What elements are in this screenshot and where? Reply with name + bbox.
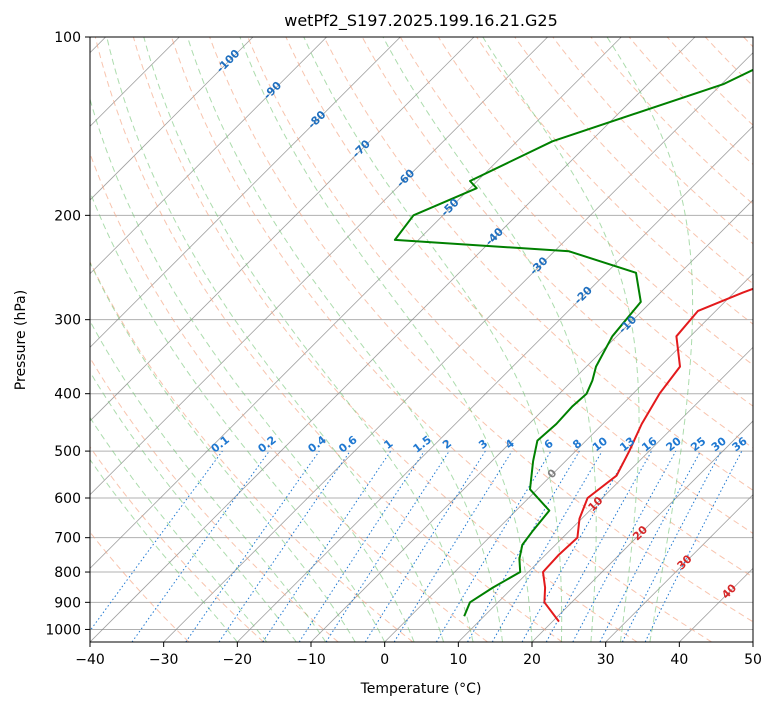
x-tick-label: 40 (670, 652, 688, 668)
moist-adiabat-line (90, 320, 327, 642)
moist-adiabat-line (90, 458, 238, 642)
mixing-ratio-line (467, 450, 580, 642)
dry-adiabat-line (628, 37, 753, 166)
moist-adiabat-line (90, 97, 415, 642)
chart-title: wetPf2_S197.2025.199.16.21.G25 (284, 11, 558, 31)
y-tick-label: 900 (54, 595, 81, 611)
x-tick-label: 30 (597, 652, 615, 668)
sounding-series (393, 68, 753, 623)
x-tick-label: −10 (296, 652, 326, 668)
dry-adiabat-line (323, 37, 753, 491)
y-axis-label: Pressure (hPa) (13, 290, 29, 390)
pressure-gridlines (90, 37, 753, 630)
x-tick-label: 10 (449, 652, 467, 668)
dry-adiabat-line (399, 37, 753, 407)
mixing-ratio-line (545, 450, 653, 642)
moist-adiabat-line (482, 37, 640, 642)
isotherm-line (90, 37, 401, 348)
dry-adiabat-line (209, 37, 753, 623)
isotherm-line (90, 37, 327, 275)
dry-adiabat-line (132, 37, 638, 642)
moist-adiabat-line (90, 261, 356, 642)
mixing-ratio-line (393, 450, 513, 642)
dry-adiabat-line (514, 37, 753, 285)
isotherm-line (605, 494, 753, 642)
isotherm-line (458, 346, 753, 642)
dry-adiabat-line (361, 37, 753, 449)
dry-adiabat-line (476, 37, 753, 325)
isotherm-lines (90, 37, 753, 642)
isotherm-line (384, 273, 753, 642)
dry-adiabat-line (247, 37, 753, 578)
mixing-ratio-line (491, 450, 603, 642)
moist-adiabat-line (187, 37, 503, 642)
isotherm-line (90, 37, 475, 422)
y-tick-label: 300 (54, 313, 81, 329)
y-tick-label: 600 (54, 491, 81, 507)
dry-adiabat-line (90, 260, 414, 642)
x-tick-label: 50 (744, 652, 762, 668)
dewpoint-line (393, 68, 753, 617)
x-tick-label: −20 (223, 652, 253, 668)
y-tick-label: 700 (54, 531, 81, 547)
y-tick-label: 1000 (45, 622, 81, 638)
moist-adiabat-line (143, 37, 474, 642)
isotherm-line (531, 420, 753, 642)
moist-adiabat-line (606, 37, 694, 642)
isotherm-line (90, 37, 622, 569)
dry-adiabat-lines (90, 37, 753, 642)
moist-adiabat-line (90, 190, 386, 642)
x-tick-label: −40 (75, 652, 105, 668)
isotherm-line (90, 37, 696, 642)
plot-area (90, 37, 753, 642)
x-tick-label: 20 (523, 652, 541, 668)
moist-adiabat-line (303, 37, 563, 642)
dry-adiabat-line (90, 446, 264, 642)
y-tick-label: 800 (54, 565, 81, 581)
mixing-ratio-line (218, 450, 351, 642)
plot-frame (89, 36, 754, 643)
y-tick-label: 100 (54, 30, 81, 46)
mixing-ratio-line (185, 450, 320, 642)
moist-adiabat-lines (90, 37, 694, 642)
mixing-ratio-line (90, 450, 223, 632)
x-tick-label: −30 (149, 652, 179, 668)
isotherm-line (90, 37, 548, 496)
isotherm-line (237, 125, 753, 642)
mixing-ratio-line (572, 450, 677, 642)
isotherm-line (163, 52, 753, 642)
isotherm-line (90, 37, 254, 201)
moist-adiabat-line (90, 416, 268, 642)
x-axis-label: Temperature (°C) (360, 681, 482, 697)
y-tick-label: 200 (54, 208, 81, 224)
isotherm-line (752, 641, 753, 642)
mixing-ratio-line (521, 450, 630, 642)
dry-adiabat-line (94, 37, 563, 642)
mixing-ratio-line (325, 450, 450, 642)
axis-ticks: −40 −30 −20 −10 0 10 20 30 40 50 100 200 300 400 500 60… (45, 30, 762, 668)
moist-adiabat-line (90, 370, 297, 642)
temperature-line (542, 287, 753, 623)
moist-adiabat-line (239, 37, 533, 642)
moist-adiabat-line (382, 37, 597, 642)
moist-adiabat-line (106, 37, 445, 642)
x-tick-label: 0 (380, 652, 389, 668)
mixing-ratio-line (131, 450, 270, 642)
y-tick-label: 500 (54, 444, 81, 460)
mixing-ratio-line (364, 450, 486, 642)
y-tick-label: 400 (54, 387, 81, 403)
